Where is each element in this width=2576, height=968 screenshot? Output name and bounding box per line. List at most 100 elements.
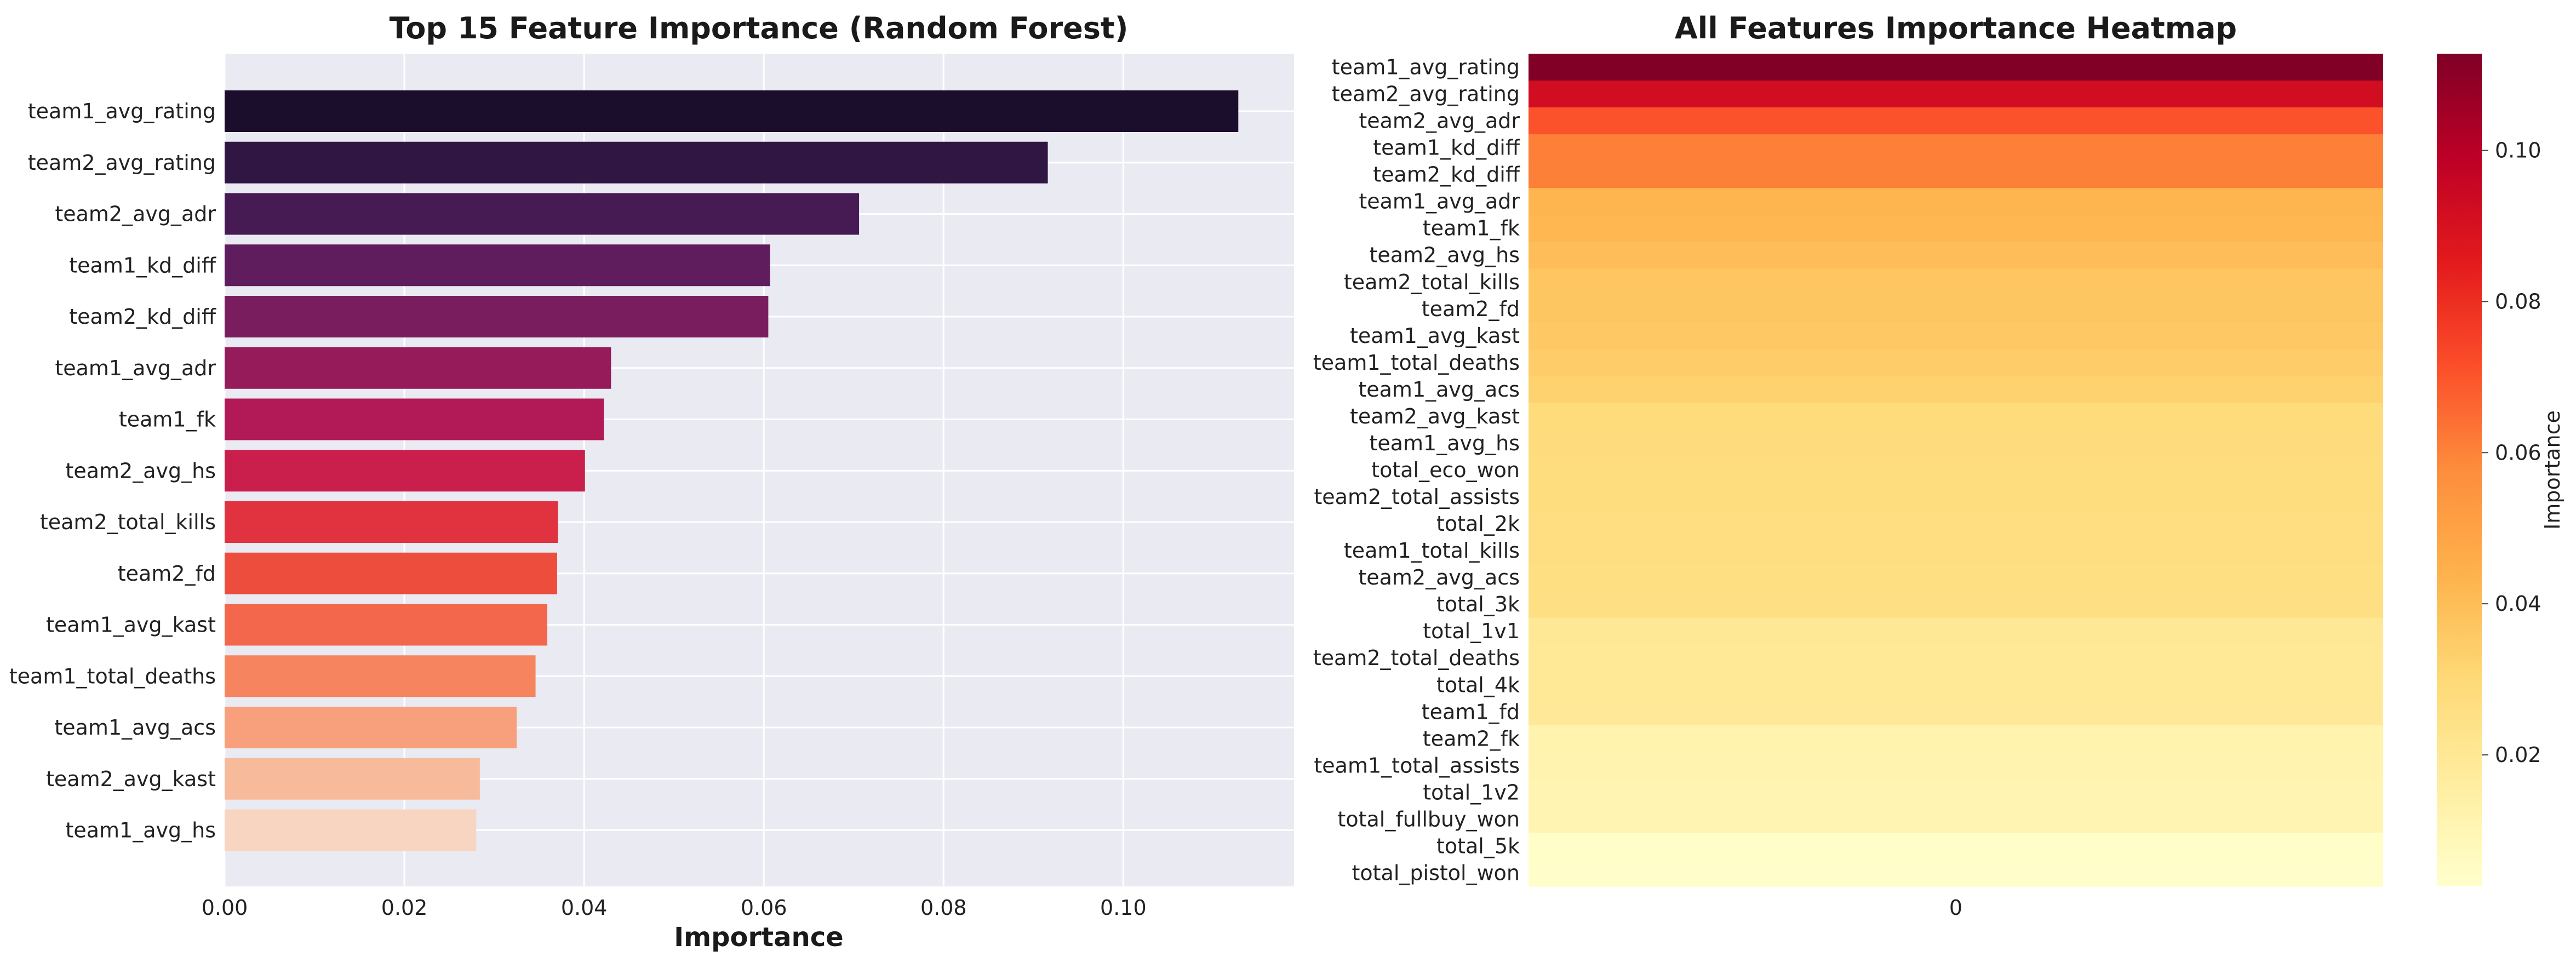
heatmap-cell [1529, 859, 2383, 887]
heatmap-cell [1529, 591, 2383, 618]
heatmap-cell [1529, 832, 2383, 860]
heatmap-cell [1529, 403, 2383, 431]
bar [225, 655, 536, 697]
bar-x-tick-label: 0.10 [1100, 896, 1147, 920]
heatmap-cell [1529, 81, 2383, 108]
heatmap-cell [1529, 537, 2383, 565]
bar [225, 501, 558, 543]
heatmap-row-label: team2_avg_rating [1332, 82, 1520, 106]
heatmap-row-label: total_eco_won [1371, 458, 1520, 482]
heatmap-row-label: team2_avg_kast [1350, 404, 1520, 428]
heatmap-row-label: total_2k [1436, 512, 1520, 536]
bar-x-tick-label: 0.08 [920, 896, 967, 920]
bar-x-tick-label: 0.06 [741, 896, 787, 920]
heatmap-row-label: total_pistol_won [1352, 861, 1520, 885]
heatmap-row-label: team1_total_kills [1344, 539, 1520, 563]
heatmap-row-label: team1_fd [1422, 700, 1520, 724]
heatmap-row-label: total_1v2 [1423, 780, 1520, 804]
bar-y-tick-label: team2_avg_rating [28, 151, 216, 175]
heatmap-cell [1529, 510, 2383, 538]
heatmap-cell [1529, 215, 2383, 242]
bar-x-tick-labels: 0.00 0.02 0.04 0.06 0.08 0.10 [202, 896, 1147, 920]
heatmap-row-label: team2_kd_diff [1373, 163, 1520, 187]
heatmap-x-tick-0: 0 [1949, 896, 1962, 920]
colorbar-tick-label: 0.10 [2495, 139, 2541, 163]
heatmap-cell [1529, 295, 2383, 323]
heatmap-cell [1529, 752, 2383, 780]
heatmap-row-label: team1_total_assists [1314, 753, 1520, 777]
bar [225, 193, 860, 235]
colorbar-tick-label: 0.06 [2495, 440, 2541, 465]
heatmap-cell [1529, 349, 2383, 376]
heatmap-row-label: team1_fk [1423, 216, 1520, 240]
colorbar [2437, 54, 2482, 886]
heatmap-row-label: team1_avg_kast [1350, 324, 1520, 348]
colorbar-label: Importance [2540, 410, 2564, 530]
heatmap-row-label: total_1v1 [1423, 619, 1520, 643]
heatmap-cells [1529, 54, 2383, 887]
bar [225, 809, 477, 851]
bar-chart-title: Top 15 Feature Importance (Random Forest… [390, 11, 1129, 45]
heatmap-cell [1529, 805, 2383, 833]
heatmap-row-label: team2_total_deaths [1313, 646, 1520, 670]
bar-y-tick-label: team2_avg_kast [46, 767, 216, 791]
bar-y-tick-label: team1_avg_hs [65, 818, 216, 843]
heatmap-cell [1529, 564, 2383, 592]
colorbar-tick-label: 0.02 [2495, 743, 2541, 767]
heatmap-row-label: team2_avg_adr [1359, 109, 1520, 133]
heatmap-cell [1529, 242, 2383, 269]
bar [225, 244, 770, 287]
bar [225, 758, 480, 800]
bar-x-tick-label: 0.00 [202, 896, 248, 920]
heatmap-row-label: team2_total_kills [1344, 270, 1520, 294]
heatmap-cell [1529, 376, 2383, 404]
heatmap-cell [1529, 322, 2383, 350]
heatmap-cell [1529, 161, 2383, 188]
heatmap-row-label: team2_total_assists [1314, 485, 1520, 509]
bar-y-tick-label: team1_kd_diff [69, 253, 216, 277]
bar [225, 90, 1239, 132]
heatmap-cell [1529, 644, 2383, 672]
heatmap-chart: All Features Importance Heatmap team1_av… [1313, 11, 2564, 920]
heatmap-cell [1529, 134, 2383, 162]
bar [225, 398, 604, 440]
bar-y-tick-label: team1_fk [119, 408, 216, 432]
heatmap-cell [1529, 456, 2383, 484]
heatmap-row-label: team1_avg_adr [1359, 190, 1520, 214]
bar-series [225, 90, 1239, 851]
colorbar-ticks: 0.02 0.04 0.06 0.08 0.10 [2482, 139, 2541, 767]
bar-y-tick-label: team1_avg_rating [28, 99, 216, 123]
heatmap-row-label: team2_avg_hs [1369, 243, 1520, 267]
bar [225, 707, 517, 748]
bar-y-tick-label: team2_avg_hs [65, 459, 216, 483]
heatmap-cell [1529, 483, 2383, 511]
heatmap-row-label: team1_avg_rating [1332, 55, 1520, 79]
heatmap-row-label: team1_kd_diff [1373, 136, 1520, 160]
bar [225, 347, 611, 389]
bar-x-tick-label: 0.04 [561, 896, 608, 920]
heatmap-row-label: team2_fk [1423, 726, 1520, 751]
bar [225, 552, 557, 594]
colorbar-tick-label: 0.04 [2495, 592, 2541, 616]
bar-y-tick-label: team2_avg_adr [55, 202, 216, 226]
bar [225, 296, 769, 337]
bar [225, 141, 1048, 184]
bar-y-tick-label: team2_fd [118, 562, 216, 586]
heatmap-cell [1529, 671, 2383, 699]
heatmap-row-label: team1_avg_acs [1358, 377, 1520, 402]
bar-y-tick-label: team1_avg_adr [55, 356, 216, 380]
bar-y-tick-labels: team1_avg_rating team2_avg_rating team2_av… [9, 99, 216, 843]
bar-y-tick-label: team2_total_kills [40, 510, 216, 534]
bar [225, 450, 585, 492]
heatmap-cell [1529, 54, 2383, 81]
heatmap-cell [1529, 698, 2383, 726]
bar-y-tick-label: team1_avg_acs [54, 715, 216, 740]
heatmap-row-label: team1_avg_hs [1369, 431, 1520, 455]
bar-x-axis-label: Importance [674, 922, 843, 953]
heatmap-row-label: total_fullbuy_won [1337, 807, 1520, 831]
bar-chart: Top 15 Feature Importance (Random Forest… [9, 11, 1294, 953]
heatmap-row-label: total_4k [1436, 673, 1520, 697]
heatmap-row-label: total_3k [1436, 592, 1520, 616]
heatmap-cell [1529, 268, 2383, 296]
